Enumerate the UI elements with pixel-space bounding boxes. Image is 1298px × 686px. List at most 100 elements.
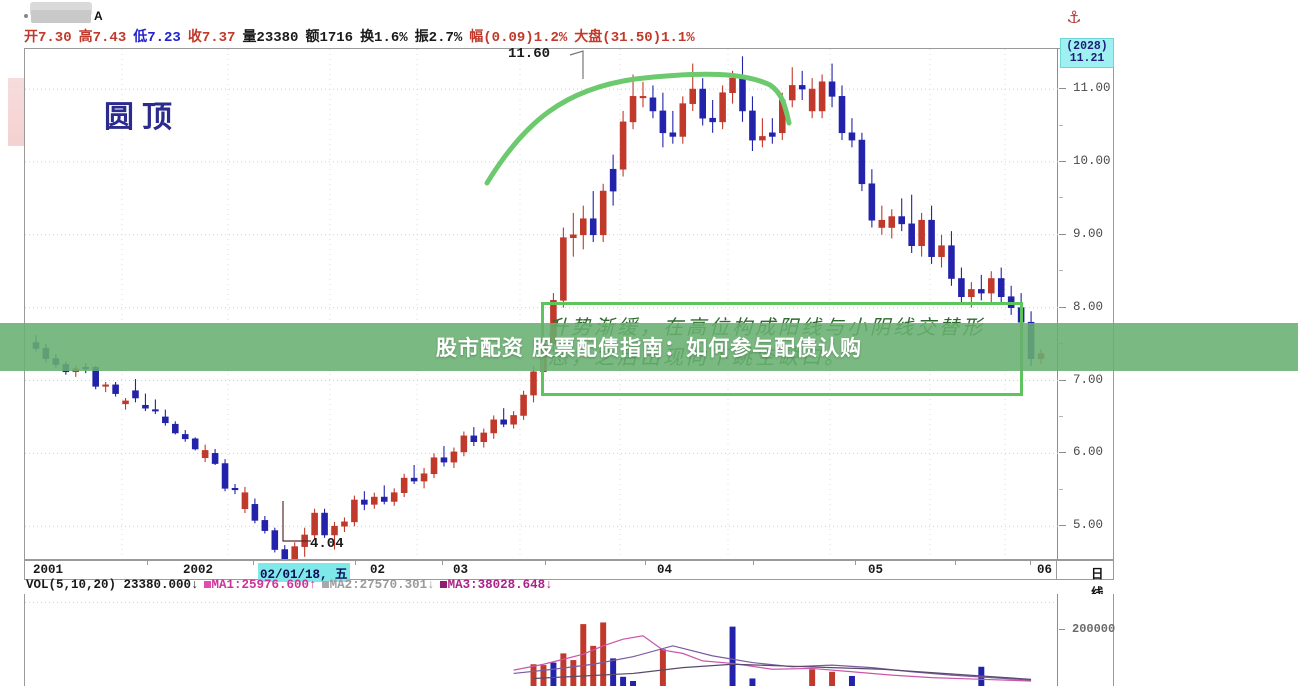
quote-bar: 开7.30 高7.43 低7.23 收7.37 量23380 额1716 换1.6% 振2.7… — [24, 26, 702, 46]
quote-field-1: 高7.43 — [78, 30, 127, 46]
candle-14 — [172, 421, 179, 435]
candle-76 — [788, 67, 796, 108]
bullet-icon — [24, 14, 28, 18]
candle-79 — [818, 74, 826, 119]
volume-bar-10 — [630, 680, 637, 686]
quote-field-4: 量23380 — [242, 30, 299, 46]
pattern-label-roundtop: 圆顶 — [104, 100, 180, 135]
price-minor-tick-5 — [1059, 488, 1063, 490]
price-tick-label-2: 9.00 — [1073, 226, 1104, 241]
vol-ma2: MA2:27570.301↓ — [321, 578, 435, 592]
candle-47 — [500, 408, 507, 428]
candle-13 — [162, 409, 169, 426]
candle-73 — [759, 118, 766, 148]
candle-54 — [570, 212, 577, 257]
volume-bar-5 — [580, 624, 587, 686]
candle-96 — [987, 271, 995, 304]
candle-71 — [739, 56, 746, 122]
volume-bar-4 — [570, 660, 577, 686]
high-callout-leader — [569, 50, 584, 79]
vol-ma3-swatch — [439, 581, 447, 589]
date-tick-mark-1 — [253, 561, 254, 565]
volume-bar-13 — [749, 678, 756, 686]
price-tick-label-4: 7.00 — [1073, 372, 1104, 387]
candle-74 — [769, 118, 776, 144]
volume-bar-12 — [729, 626, 736, 686]
volume-ma1-line — [513, 635, 1032, 682]
candle-68 — [709, 100, 716, 133]
candle-45 — [480, 428, 488, 448]
volume-svg — [25, 601, 1058, 686]
vol-ma1-swatch — [203, 581, 211, 589]
candle-33 — [361, 491, 368, 511]
volume-bar-14 — [809, 669, 816, 686]
candle-46 — [490, 415, 498, 439]
candle-55 — [579, 205, 587, 250]
price-tick-mark-2 — [1059, 233, 1066, 235]
candle-34 — [371, 492, 378, 509]
quote-field-8: 幅(0.09)1.2% — [469, 30, 568, 46]
date-tick-mark-9 — [1030, 561, 1031, 565]
candle-48 — [510, 411, 517, 429]
price-tick-mark-1 — [1059, 160, 1066, 162]
candle-43 — [460, 431, 468, 457]
candle-84 — [868, 169, 876, 228]
date-tick-mark-8 — [955, 561, 956, 565]
price-axis: 11.00 10.00 9.00 8.00 7.00 6.00 5.00 — [1059, 48, 1114, 560]
candle-66 — [689, 63, 697, 111]
candle-64 — [669, 110, 677, 144]
candle-20 — [231, 483, 239, 495]
candle-31 — [341, 517, 348, 533]
candle-10 — [132, 379, 139, 403]
candle-35 — [380, 485, 388, 505]
scan-artifact-left — [8, 78, 28, 146]
vol-indicator: VOL(5,10,20) 23380.000↓ — [26, 578, 199, 592]
quote-field-5: 额1716 — [305, 30, 354, 46]
date-tick-mark-0 — [147, 561, 148, 565]
candle-25 — [281, 545, 289, 559]
candle-86 — [888, 209, 896, 239]
candle-42 — [450, 447, 458, 468]
candle-11 — [142, 393, 149, 412]
volume-bar-6 — [590, 645, 597, 686]
date-axis-separator — [1056, 561, 1057, 579]
candle-85 — [878, 205, 886, 235]
date-tick-label-6: 06 — [1037, 563, 1053, 577]
badge-volume: (2028) — [1066, 40, 1108, 53]
volume-bar-8 — [610, 658, 617, 686]
candle-58 — [609, 154, 617, 206]
date-tick-label-0: 2001 — [33, 563, 64, 577]
candle-30 — [331, 521, 338, 550]
candle-44 — [470, 427, 478, 447]
candle-87 — [898, 198, 905, 232]
candle-81 — [838, 85, 846, 141]
price-axis-divider — [1057, 48, 1058, 560]
candle-27 — [301, 527, 308, 557]
candle-78 — [808, 78, 816, 119]
candle-67 — [699, 78, 706, 126]
candle-23 — [261, 516, 269, 534]
date-tick-label-2: 02 — [370, 563, 386, 577]
candle-88 — [908, 194, 915, 253]
volume-bar-1 — [540, 665, 547, 686]
volume-chart-frame — [24, 594, 1114, 686]
volume-bar-16 — [848, 675, 855, 686]
price-tick-label-3: 8.00 — [1073, 299, 1104, 314]
candle-7 — [102, 381, 109, 393]
last-price-badge: (2028) 11.21 — [1060, 38, 1114, 68]
high-price-callout: 11.60 — [508, 46, 551, 62]
candle-37 — [400, 473, 408, 498]
candle-24 — [271, 527, 279, 553]
price-minor-tick-2 — [1059, 270, 1063, 272]
volume-ma2-line — [513, 645, 1032, 681]
quote-field-3: 收7.37 — [187, 30, 236, 46]
candle-59 — [619, 110, 627, 177]
candle-32 — [351, 495, 358, 527]
candle-16 — [191, 437, 199, 451]
candle-8 — [112, 381, 119, 397]
volume-plot-area[interactable] — [25, 594, 1058, 686]
price-tick-mark-3 — [1059, 306, 1066, 308]
candle-39 — [420, 467, 428, 489]
quote-field-9: 大盘(31.50)1.1% — [574, 30, 695, 46]
anchor-icon[interactable]: ⚓ — [1066, 8, 1082, 27]
